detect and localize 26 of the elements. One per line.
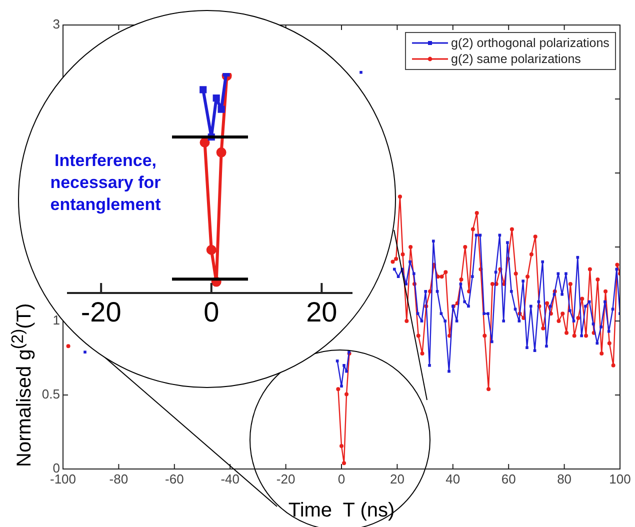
x-axis-title: Time T (ns) (288, 500, 395, 522)
x-tick-label: 0 (204, 296, 220, 328)
x-tick-label: -20 (276, 471, 296, 486)
point (212, 94, 220, 102)
point (200, 138, 210, 148)
x-tick-label: -80 (109, 471, 128, 486)
point (200, 86, 207, 94)
legend-label: g(2) same polarizations (451, 51, 581, 67)
point (216, 147, 226, 158)
point (218, 106, 225, 113)
x-tick-label: 100 (609, 471, 631, 486)
x-tick-label: 0 (338, 471, 346, 486)
x-tick-label: 80 (557, 471, 572, 486)
x-tick-label: -60 (165, 471, 184, 486)
x-tick-label: 20 (390, 471, 404, 486)
legend-label: g(2) orthogonal polarizations (451, 35, 610, 51)
annotation: Interference, necessary for entanglement (49, 150, 162, 216)
x-tick-label: 20 (306, 296, 338, 328)
x-tick-label: 40 (446, 471, 460, 486)
y-tick-label: 0.5 (42, 386, 60, 402)
x-tick-label: -20 (80, 296, 122, 328)
x-tick-label: -40 (220, 471, 240, 486)
point (206, 244, 216, 255)
x-tick-label: 60 (501, 471, 516, 486)
y-tick-label: 3 (52, 16, 60, 32)
y-tick-label: 1 (52, 312, 60, 328)
